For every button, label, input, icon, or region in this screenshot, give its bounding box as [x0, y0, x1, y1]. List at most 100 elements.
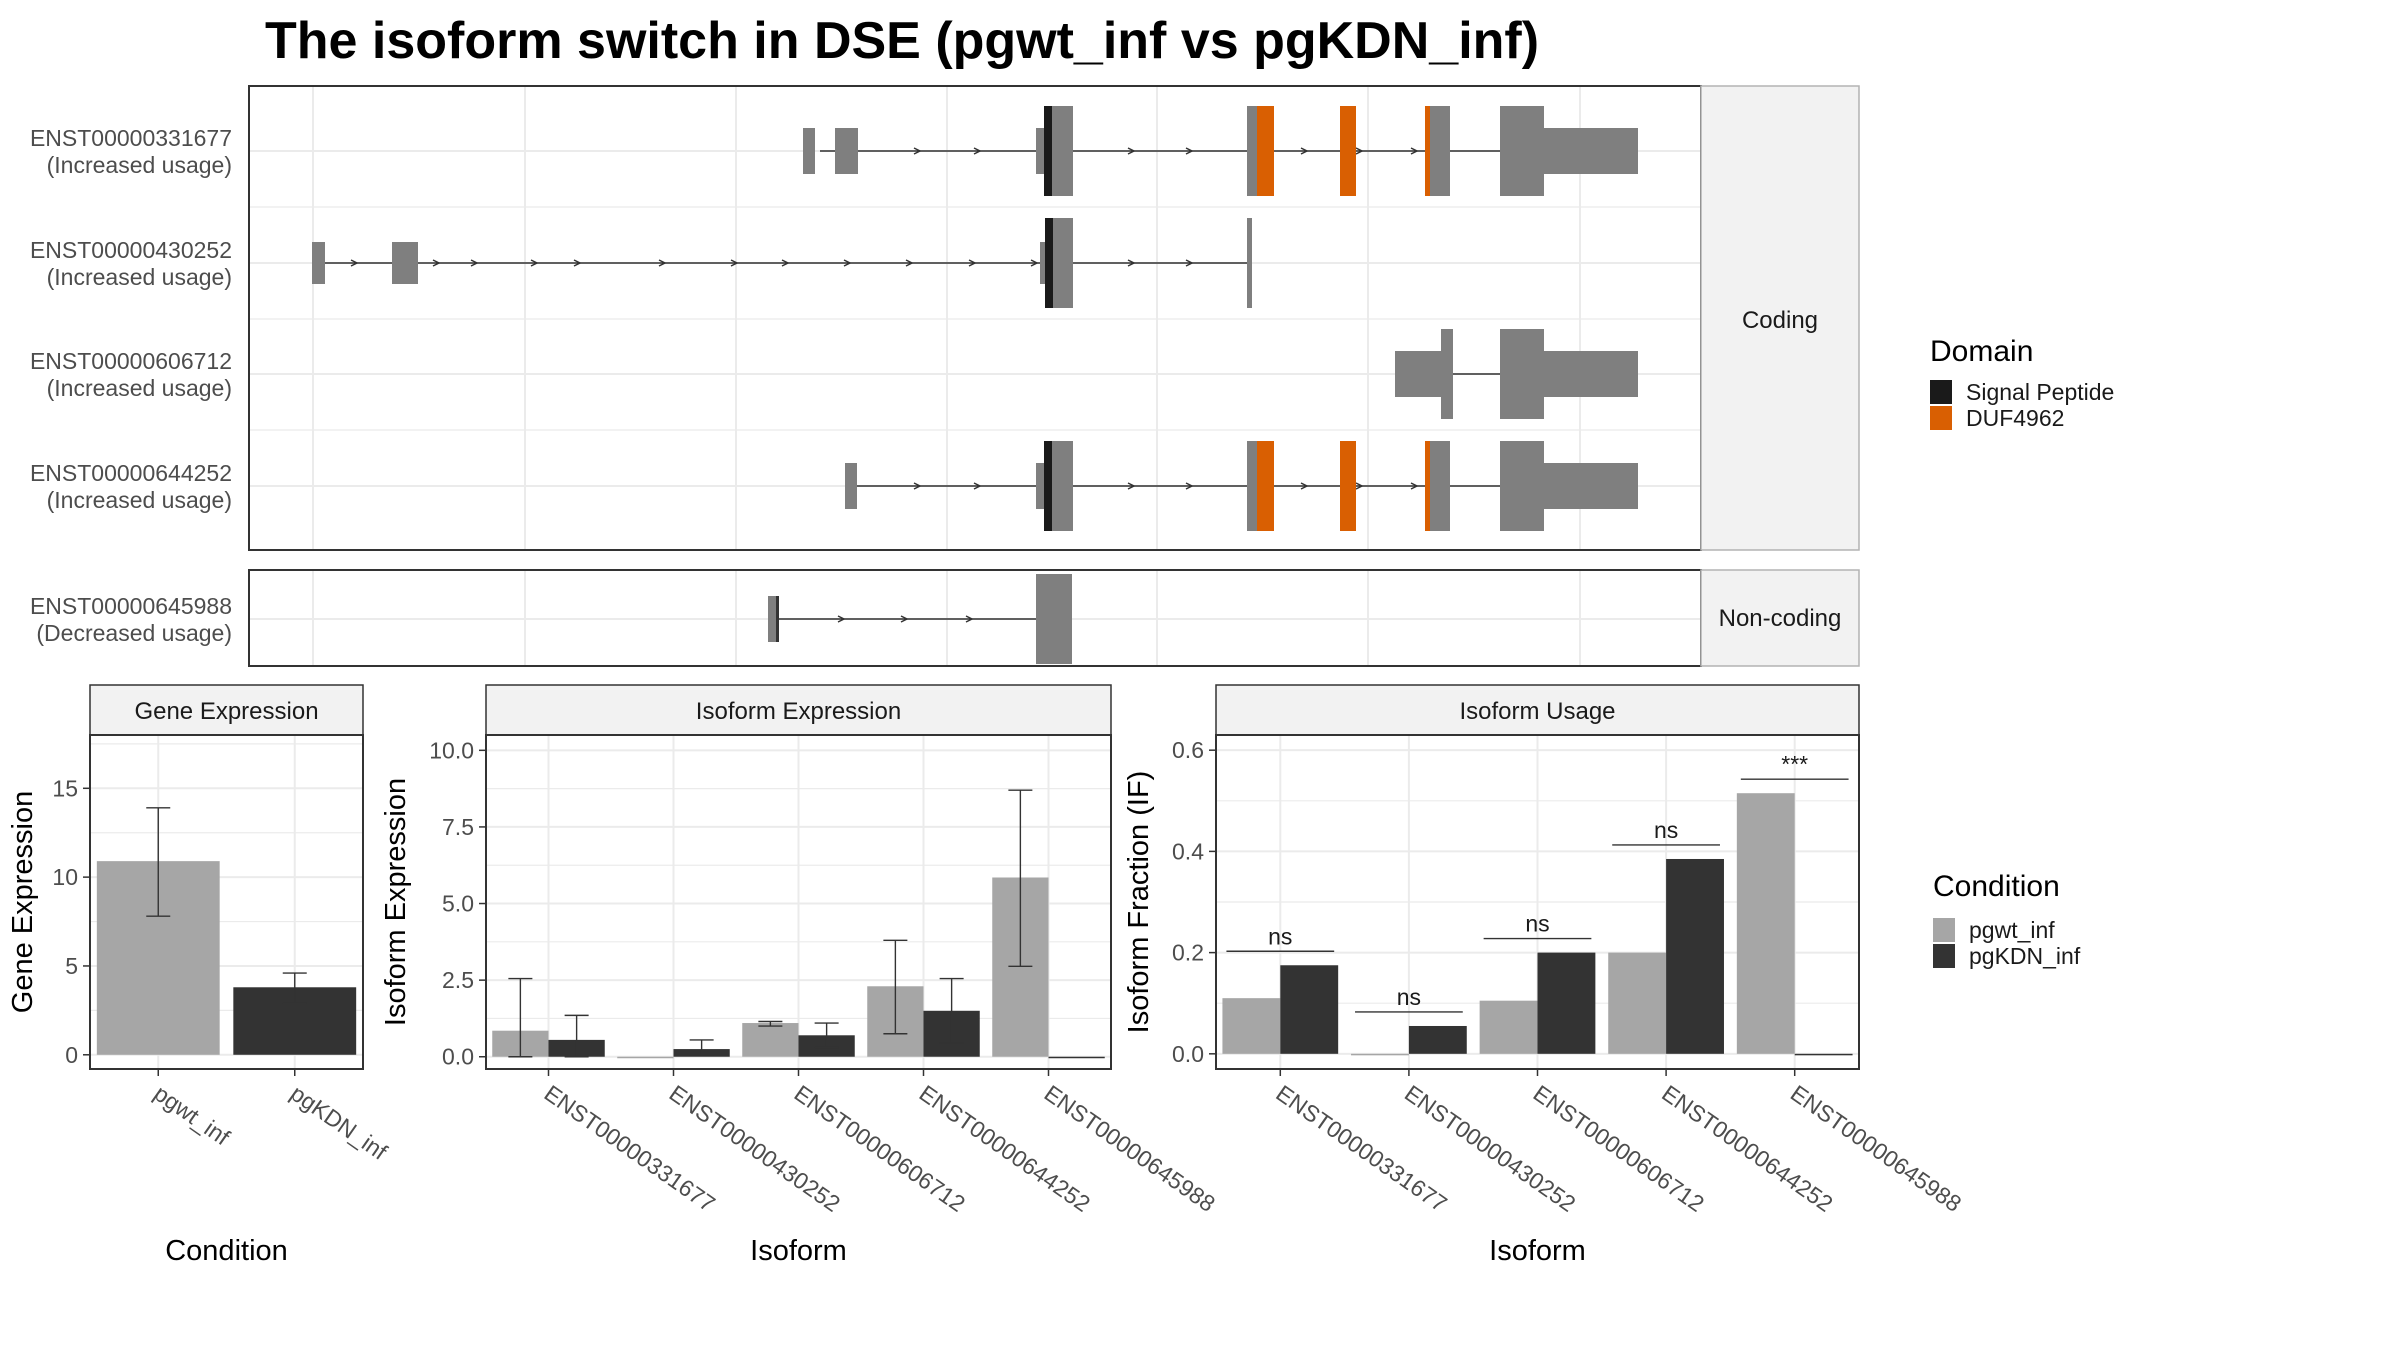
bar-pgKDN_inf — [1409, 1026, 1467, 1054]
isoform-label-ENST00000645988: ENST00000645988 — [30, 593, 232, 619]
condition-legend: Condition pgwt_infpgKDN_inf — [1933, 870, 2081, 969]
x-axis-title: Isoform — [750, 1235, 847, 1267]
y-axis-title: Gene Expression — [7, 791, 39, 1013]
domain-legend-key — [1930, 406, 1952, 430]
cds-exon — [1052, 441, 1073, 531]
y-tick-label: 0.0 — [1172, 1041, 1204, 1067]
figure-title: The isoform switch in DSE (pgwt_inf vs p… — [265, 12, 1539, 70]
domain-legend-label: Signal Peptide — [1966, 379, 2114, 405]
isoform-label-ENST00000644252: ENST00000644252 — [30, 460, 232, 486]
bar-pgKDN_inf — [1538, 953, 1596, 1054]
y-tick-label: 5.0 — [442, 891, 474, 917]
y-tick-label: 5 — [65, 953, 78, 979]
isoform-label-ENST00000430252: ENST00000430252 — [30, 237, 232, 263]
cds-exon — [1247, 441, 1257, 531]
noncoding-exon — [1036, 574, 1072, 664]
duf4962-domain — [1340, 106, 1356, 196]
utr-exon — [1036, 128, 1044, 174]
cds-exon — [1430, 106, 1450, 196]
domain-legend-key — [1930, 380, 1952, 404]
isoform-usage-label: (Increased usage) — [47, 264, 232, 290]
cds-exon — [1247, 218, 1252, 308]
isoform-label-ENST00000331677: ENST00000331677 — [30, 125, 232, 151]
cds-exon — [1247, 106, 1257, 196]
significance-label: *** — [1781, 751, 1808, 777]
y-tick-label: 2.5 — [442, 967, 474, 993]
signal-peptide-domain — [1045, 218, 1053, 308]
y-tick-label: 10 — [52, 864, 78, 890]
cds-exon — [1441, 329, 1453, 419]
utr-exon — [392, 242, 418, 284]
coding-panel-background — [249, 86, 1701, 550]
x-tick-label: pgKDN_inf — [286, 1080, 393, 1165]
bar-pgKDN_inf — [1280, 965, 1338, 1054]
noncoding-strip-label: Non-coding — [1719, 605, 1842, 632]
utr-exon — [1040, 242, 1045, 284]
cds-exon — [1053, 218, 1073, 308]
isoform-label-ENST00000606712: ENST00000606712 — [30, 348, 232, 374]
condition-legend-key — [1933, 918, 1955, 942]
y-tick-label: 0.2 — [1172, 940, 1204, 966]
significance-label: ns — [1525, 911, 1549, 937]
figure-canvas: The isoform switch in DSE (pgwt_inf vs p… — [0, 0, 2400, 1350]
utr-exon — [835, 128, 858, 174]
bar-pgwt_inf — [1222, 998, 1280, 1054]
y-axis-title: Isoform Fraction (IF) — [1123, 771, 1155, 1034]
cds-exon — [1500, 441, 1544, 531]
significance-label: ns — [1268, 923, 1292, 949]
x-axis-title: Isoform — [1489, 1235, 1586, 1267]
utr-exon — [803, 128, 815, 174]
duf4962-domain — [1425, 441, 1430, 531]
utr-exon — [1544, 463, 1638, 509]
significance-label: ns — [1654, 817, 1678, 843]
y-axis-title: Isoform Expression — [380, 778, 412, 1026]
bar-pgwt_inf — [617, 1057, 673, 1059]
panel-title: Gene Expression — [134, 698, 318, 725]
y-tick-label: 0.6 — [1172, 737, 1204, 763]
signal-peptide-domain — [1044, 441, 1052, 531]
condition-legend-label: pgKDN_inf — [1969, 943, 2081, 969]
isoform-usage-label: (Increased usage) — [47, 375, 232, 401]
utr-exon — [1544, 351, 1638, 397]
bar-pgwt_inf — [742, 1023, 798, 1057]
y-tick-label: 0 — [65, 1042, 78, 1068]
y-tick-label: 0.0 — [442, 1044, 474, 1070]
duf4962-domain — [1425, 106, 1430, 196]
bar-pgwt_inf — [1351, 1054, 1409, 1056]
utr-exon — [845, 463, 857, 509]
x-tick-label: pgwt_inf — [149, 1080, 235, 1151]
domain-legend-label: DUF4962 — [1966, 405, 2064, 431]
bar-pgwt_inf — [1737, 793, 1795, 1054]
utr-exon — [1036, 463, 1044, 509]
duf4962-domain — [1340, 441, 1356, 531]
cds-exon — [1430, 441, 1450, 531]
bar-pgKDN_inf — [1049, 1057, 1105, 1059]
utr-exon — [1395, 351, 1441, 397]
domain-legend-title: Domain — [1930, 335, 2033, 368]
bar-pgKDN_inf — [1795, 1054, 1853, 1056]
y-tick-label: 0.4 — [1172, 838, 1204, 864]
condition-legend-label: pgwt_inf — [1969, 917, 2055, 943]
utr-exon — [312, 242, 325, 284]
isoform-usage-label: (Decreased usage) — [36, 620, 232, 646]
cds-exon — [1500, 106, 1544, 196]
noncoding-exon-edge — [776, 596, 779, 642]
isoform-usage-label: (Increased usage) — [47, 487, 232, 513]
panel-title: Isoform Usage — [1459, 698, 1615, 725]
x-axis-title: Condition — [165, 1235, 288, 1267]
figure: The isoform switch in DSE (pgwt_inf vs p… — [0, 0, 2400, 1350]
duf4962-domain — [1257, 441, 1274, 531]
utr-exon — [1544, 128, 1638, 174]
isoform-usage-panel: Isoform Usage0.00.20.40.6nsnsnsns***ENST… — [1123, 685, 1966, 1267]
y-tick-label: 7.5 — [442, 814, 474, 840]
condition-legend-title: Condition — [1933, 870, 2060, 903]
gene-expression-panel: Gene Expression 0 5 10 15 pgwt_inf pgKDN_inf Co… — [7, 685, 392, 1267]
coding-strip-label: Coding — [1742, 307, 1818, 334]
isoform-structure-plot: ENST00000331677(Increased usage)ENST0000… — [30, 86, 1859, 666]
y-tick-label: 10.0 — [429, 737, 474, 763]
noncoding-exon — [768, 596, 777, 642]
panel-title: Isoform Expression — [696, 698, 901, 725]
condition-legend-key — [1933, 944, 1955, 968]
isoform-usage-label: (Increased usage) — [47, 152, 232, 178]
cds-exon — [1500, 329, 1544, 419]
